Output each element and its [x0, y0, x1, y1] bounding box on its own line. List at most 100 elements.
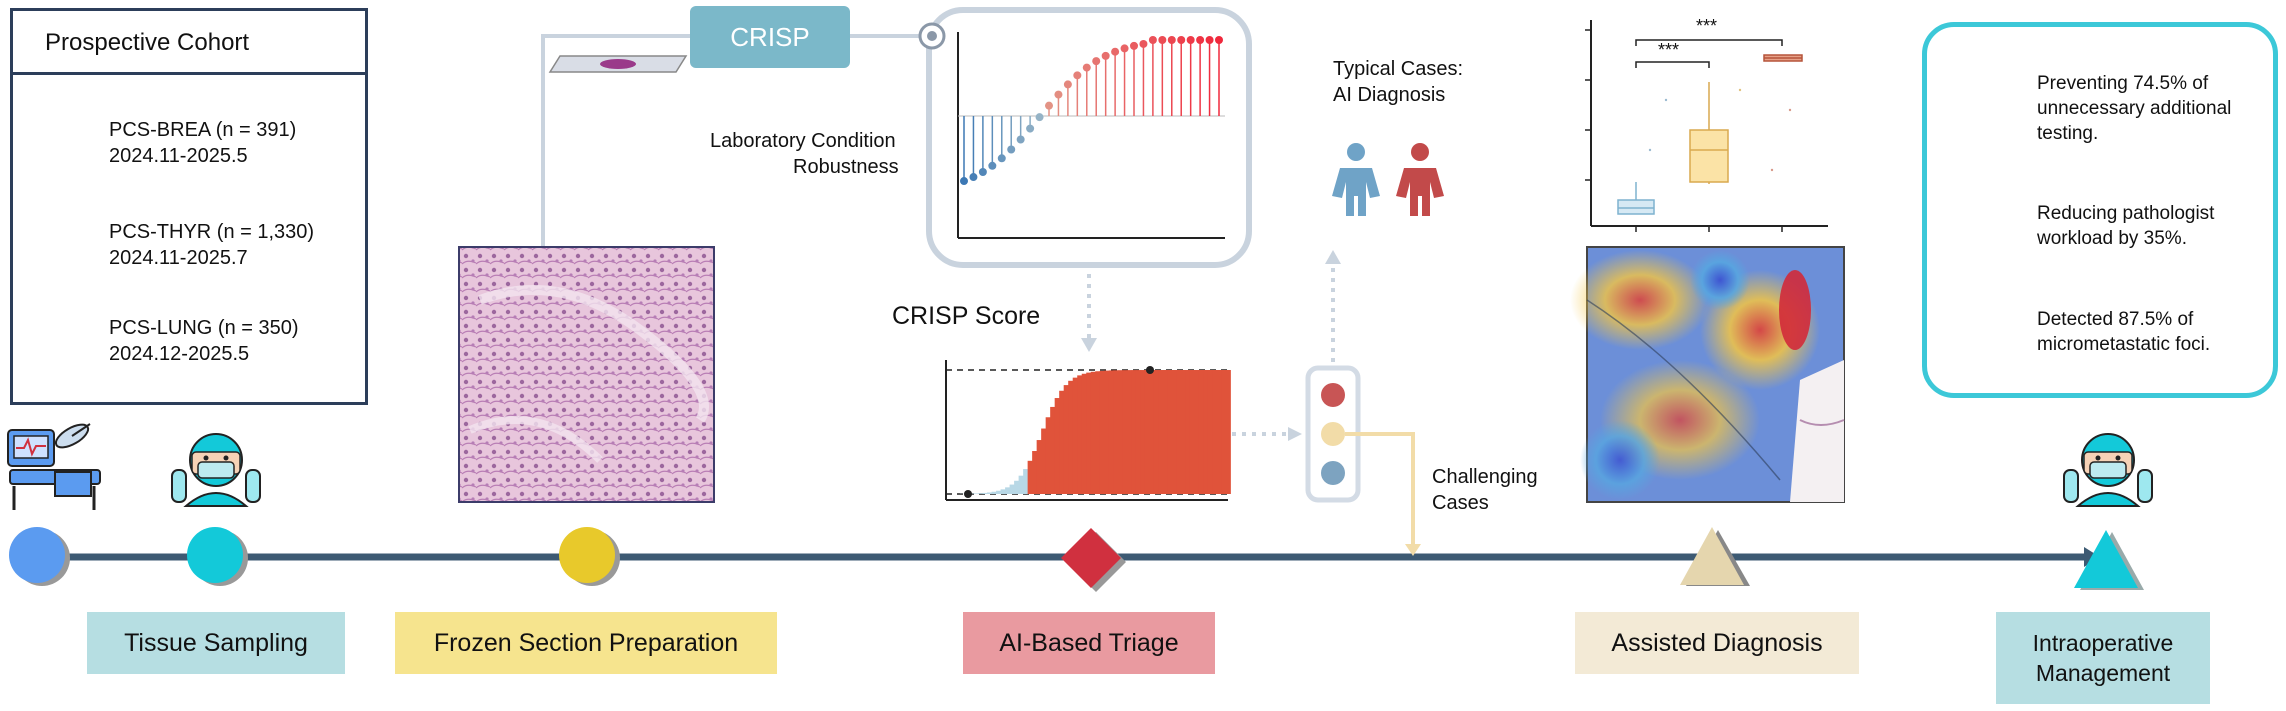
benefit-line: Reducing pathologist — [2037, 203, 2215, 224]
score-bar — [1226, 370, 1231, 494]
score-bar — [1005, 487, 1010, 494]
score-bar — [991, 491, 997, 494]
lollipop-point — [1130, 41, 1138, 50]
stage-label-line2: Management — [2035, 660, 2171, 686]
score-bar — [1149, 370, 1155, 494]
score-bar — [1032, 451, 1037, 494]
score-bar — [1027, 460, 1033, 494]
tissue-image — [458, 246, 715, 503]
score-bar — [1077, 375, 1083, 494]
score-bar — [1144, 370, 1150, 494]
score-bar — [1167, 370, 1173, 494]
score-bar — [1036, 440, 1042, 494]
score-bar — [1090, 371, 1096, 494]
score-bar — [1176, 370, 1182, 494]
connector-line — [541, 34, 932, 248]
person-icon-blue — [1332, 143, 1380, 216]
score-bar — [1158, 370, 1164, 494]
score-bar — [1081, 373, 1087, 494]
robustness-lollipop-chart — [957, 32, 1225, 239]
cohort-item-thyr: PCS-THYR (n = 1,330) 2024.11-2025.7 — [13, 217, 365, 277]
lollipop-point — [1007, 145, 1016, 154]
score-bar — [1099, 370, 1105, 494]
robustness-label-line2: Robustness — [793, 156, 899, 178]
score-bar — [1045, 417, 1051, 494]
score-bar — [1068, 380, 1074, 494]
lollipop-point — [1158, 36, 1167, 44]
challenging-cases-label-line1: Challenging — [1432, 466, 1538, 488]
cohort-title: Prospective Cohort — [13, 11, 365, 75]
cohort-item-date: 2024.11-2025.5 — [109, 145, 248, 167]
score-bar — [1113, 370, 1119, 494]
score-bar — [1221, 370, 1227, 494]
score-bar — [1207, 370, 1213, 494]
score-bar — [1171, 370, 1177, 494]
cohort-item-name: PCS-BREA (n = 391) — [109, 119, 297, 141]
score-bar — [1018, 475, 1024, 494]
benefit-item-3: Detected 87.5% of micrometastatic foci. — [2037, 307, 2210, 357]
score-bar — [1189, 370, 1195, 494]
score-bar — [1198, 370, 1204, 494]
surgeon-icon-1 — [171, 433, 261, 507]
score-bar — [1054, 398, 1060, 494]
score-bar — [1122, 370, 1128, 494]
benefit-item-1: Preventing 74.5% of unnecessary addition… — [2037, 71, 2231, 146]
lollipop-point — [1101, 51, 1110, 60]
significance-bracket-2 — [1635, 39, 1783, 46]
robustness-label-line1: Laboratory Condition — [710, 130, 896, 152]
glass-slide-icon — [548, 55, 688, 73]
boxplot-chart — [1585, 20, 1828, 232]
traffic-light-blue — [1321, 461, 1345, 485]
score-bar — [996, 490, 1001, 494]
score-bar — [1104, 370, 1110, 494]
lollipop-point — [1167, 36, 1176, 44]
crisp-score-label: CRISP Score — [892, 302, 1041, 330]
lollipop-point — [1035, 113, 1044, 122]
score-bar — [1086, 372, 1092, 494]
score-bar — [1072, 377, 1078, 494]
score-bar — [1063, 385, 1069, 494]
lollipop-point — [1186, 36, 1195, 44]
benefit-line: micrometastatic foci. — [2037, 334, 2211, 355]
lollipop-point — [1016, 135, 1025, 144]
person-icon-red — [1396, 143, 1444, 216]
lollipop-point — [1073, 71, 1082, 80]
score-bar — [973, 493, 979, 494]
lollipop-point — [1120, 44, 1129, 53]
operating-room-icon — [7, 423, 101, 510]
score-bar — [1000, 489, 1006, 494]
score-bar — [1050, 406, 1056, 494]
stage-frozen-section: Frozen Section Preparation — [395, 612, 777, 674]
crisp-model-label: CRISP — [690, 6, 850, 68]
typical-cases-label-line1: Typical Cases: — [1333, 58, 1464, 80]
stage-assisted-diagnosis: Assisted Diagnosis — [1575, 612, 1859, 674]
significance-label-2: *** — [1696, 16, 1718, 36]
score-bar — [1131, 370, 1137, 494]
lollipop-point — [1215, 36, 1223, 44]
cohort-item-date: 2024.12-2025.5 — [109, 343, 250, 365]
surgeon-icon-2 — [2063, 433, 2153, 507]
score-bar — [1212, 370, 1218, 494]
score-bar — [1126, 370, 1132, 494]
robustness-chart-frame — [926, 7, 1252, 268]
marker-tissue-sampling — [187, 527, 248, 586]
benefit-item-2: Reducing pathologist workload by 35%. — [2037, 201, 2214, 251]
traffic-light-red — [1321, 383, 1345, 407]
score-bar — [1014, 480, 1019, 494]
marker-frozen-section — [559, 527, 620, 586]
lollipop-point — [960, 177, 968, 186]
score-bar — [1216, 370, 1222, 494]
benefit-line: unnecessary additional — [2037, 98, 2232, 119]
score-bar — [1095, 371, 1101, 494]
crisp-score-chart — [945, 360, 1231, 501]
cohort-panel: Prospective Cohort PCS-BREA (n = 391) 20… — [10, 8, 368, 405]
cohort-item-brea: PCS-BREA (n = 391) 2024.11-2025.5 — [13, 115, 365, 175]
lollipop-point — [1092, 57, 1101, 66]
heatmap-image — [1570, 246, 1845, 503]
lollipop-point — [1148, 36, 1157, 44]
cohort-item-date: 2024.11-2025.7 — [109, 247, 248, 269]
score-bar — [1135, 370, 1141, 494]
lollipop-point — [969, 173, 978, 182]
marker-start — [9, 527, 70, 586]
